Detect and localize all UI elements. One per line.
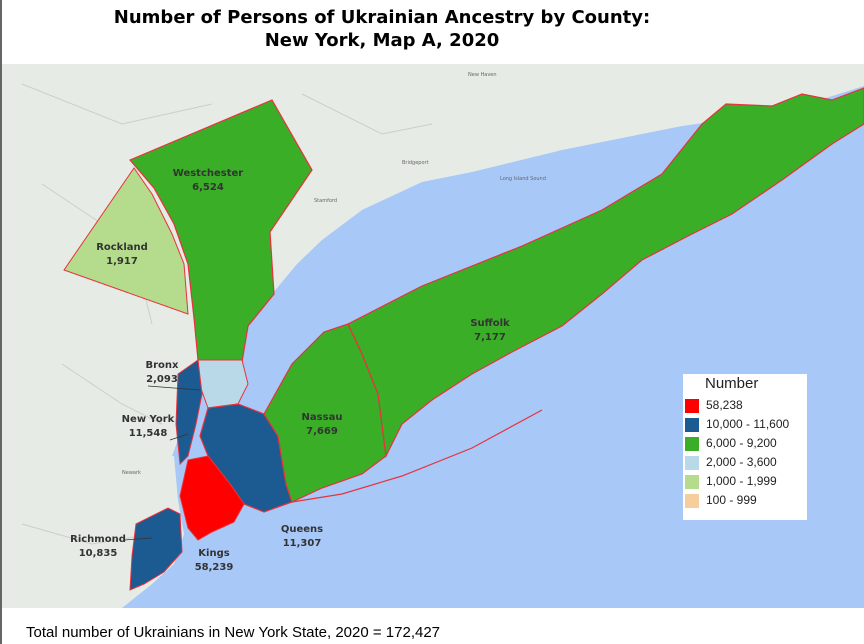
legend-label: 6,000 - 9,200 [706,436,777,450]
label-queens-value: 11,307 [283,538,322,549]
barrier-beach [291,409,543,503]
legend-label: 10,000 - 11,600 [706,417,790,431]
label-kings-name: Kings [198,548,229,559]
label-richmond-value: 10,835 [79,548,118,559]
legend-item-5: 1,000 - 1,999 [685,474,777,490]
legend-item-6: 100 - 999 [685,493,757,509]
legend-item-4: 2,000 - 3,600 [685,455,777,471]
map-title: Number of Persons of Ukrainian Ancestry … [0,6,764,52]
title-line-1: Number of Persons of Ukrainian Ancestry … [113,7,651,28]
label-newark: Newark [122,470,141,476]
label-rockland-value: 1,917 [106,256,138,267]
legend-swatch [685,436,699,451]
leader-lines [123,385,201,541]
footer-total: Total number of Ukrainians in New York S… [26,624,441,641]
label-bronx-name: Bronx [146,360,180,371]
label-suffolk-name: Suffolk [470,318,510,329]
label-long-island-sound: Long Island Sound [500,176,546,182]
map-canvas[interactable]: New Haven Long Island Sound Stamford Bri… [2,64,864,608]
legend-label: 2,000 - 3,600 [706,455,777,469]
legend-title: Number [705,375,759,392]
label-nassau-name: Nassau [302,412,343,423]
label-bronx-value: 2,093 [146,374,178,385]
label-queens-name: Queens [281,524,323,535]
label-new-york-name: New York [122,414,175,425]
legend-item-3: 6,000 - 9,200 [685,436,777,452]
roads [21,83,433,545]
county-rockland[interactable] [63,167,189,315]
left-border [0,0,2,644]
legend-label: 1,000 - 1,999 [706,474,777,488]
county-new-york[interactable] [175,359,203,466]
county-queens[interactable] [199,403,293,513]
label-stamford: Stamford [314,198,337,204]
legend: Number 58,238 10,000 - 11,600 6,000 - 9,… [683,374,807,520]
label-suffolk-value: 7,177 [474,332,506,343]
label-new-haven: New Haven [468,72,497,78]
legend-label: 100 - 999 [706,493,757,507]
label-rockland-name: Rockland [96,242,148,253]
county-richmond[interactable] [129,507,183,591]
label-new-york-value: 11,548 [129,428,168,439]
legend-swatch [685,417,699,432]
label-nassau-value: 7,669 [306,426,338,437]
legend-item-2: 10,000 - 11,600 [685,417,789,433]
label-bridgeport: Bridgeport [402,160,429,166]
county-suffolk[interactable] [347,87,864,459]
legend-swatch [685,474,699,489]
legend-swatch [685,455,699,470]
legend-swatch [685,398,699,413]
legend-item-1: 58,238 [685,398,743,414]
label-kings-value: 58,239 [195,562,234,573]
legend-label: 58,238 [706,398,743,412]
label-richmond-name: Richmond [70,534,126,545]
label-westchester-value: 6,524 [192,182,224,193]
title-line-2: New York, Map A, 2020 [264,30,500,51]
label-westchester-name: Westchester [173,168,244,179]
legend-swatch [685,493,699,508]
county-kings[interactable] [179,455,245,541]
